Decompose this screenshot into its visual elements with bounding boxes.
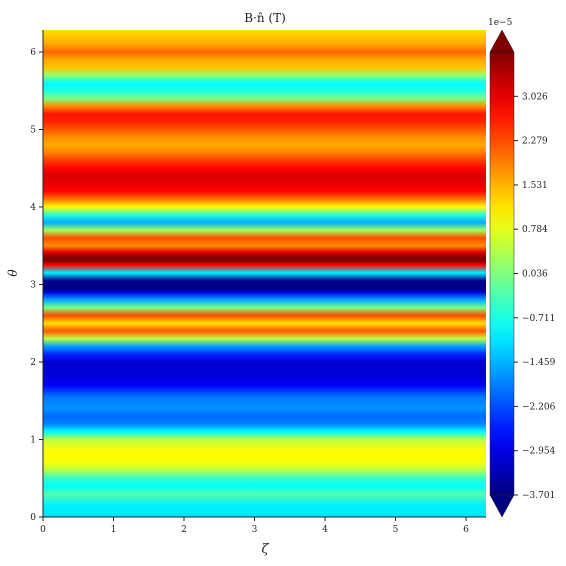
x-axis-label: ζ xyxy=(261,542,269,557)
colorbar-ticks: −3.701 −2.954 −2.206 −1.459 −0.711 0.036 0.784… xyxy=(514,92,556,501)
x-tick-label: 0 xyxy=(40,525,46,535)
y-axis-label: θ xyxy=(6,269,20,277)
colorbar-tick-label: −2.954 xyxy=(522,447,556,457)
y-tick-label: 6 xyxy=(30,48,36,58)
y-tick-label: 0 xyxy=(30,513,36,523)
colorbar-tick-label: −0.711 xyxy=(522,314,555,324)
plot-area: 0 1 2 3 4 5 6 0 1 2 3 4 5 6 xyxy=(30,30,486,535)
y-tick-label: 2 xyxy=(30,358,36,368)
chart-title: B·n̂ (T) xyxy=(244,11,286,25)
x-tick-label: 4 xyxy=(322,525,328,535)
colorbar-tick-label: 0.036 xyxy=(522,270,548,280)
colorbar-tick-label: −3.701 xyxy=(522,491,555,501)
colorbar-exponent: 1e−5 xyxy=(488,18,513,28)
colorbar-tick-label: −1.459 xyxy=(522,358,556,368)
y-axis-ticks: 0 1 2 3 4 5 6 xyxy=(30,48,43,523)
colorbar: 1e−5 −3.701 −2.954 −2.206 −1.459 −0.711 0.036… xyxy=(488,18,556,518)
colorbar-tick-label: 3.026 xyxy=(522,92,548,102)
y-tick-label: 3 xyxy=(30,280,36,290)
colorbar-tick-label: 0.784 xyxy=(522,225,548,235)
colorbar-tick-label: 1.531 xyxy=(522,181,548,191)
x-tick-label: 2 xyxy=(181,525,187,535)
x-axis-ticks: 0 1 2 3 4 5 6 xyxy=(40,517,469,535)
colorbar-body xyxy=(489,51,515,496)
y-tick-label: 5 xyxy=(30,125,36,135)
x-tick-label: 3 xyxy=(252,525,258,535)
colorbar-extend-bottom xyxy=(489,494,515,518)
y-tick-label: 1 xyxy=(30,435,36,445)
heatmap-field xyxy=(43,30,486,517)
colorbar-tick-label: 2.279 xyxy=(522,137,548,147)
x-tick-label: 5 xyxy=(393,525,399,535)
colorbar-tick-label: −2.206 xyxy=(522,402,556,412)
y-tick-label: 4 xyxy=(30,203,36,213)
colorbar-extend-top xyxy=(489,29,515,53)
x-tick-label: 6 xyxy=(463,525,469,535)
x-tick-label: 1 xyxy=(111,525,117,535)
